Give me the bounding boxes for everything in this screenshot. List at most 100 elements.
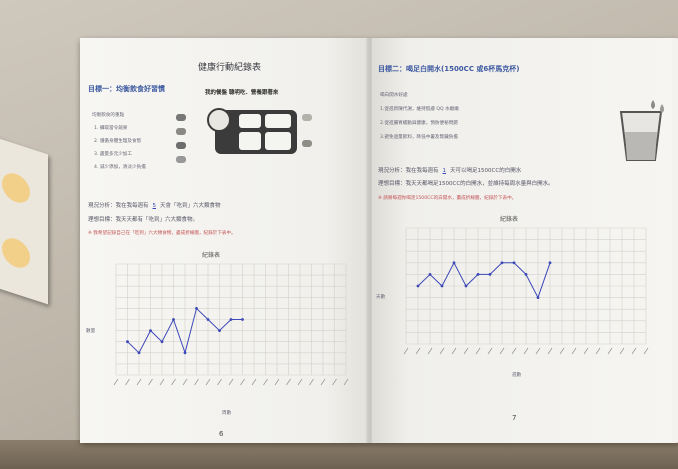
step-item: 1.促進新陳代謝，維持肌膚 QQ 水嫩嫩	[380, 107, 459, 112]
x-tick	[631, 347, 637, 355]
data-point	[464, 284, 468, 288]
x-axis-label: 週數	[512, 373, 522, 378]
goal-one-title: 目標一：均衡飲食好習慣	[88, 85, 165, 93]
x-tick	[643, 347, 649, 355]
instruction-text: ※ 我希望記錄自己在「吃到」六大類食物，盡成折線圖，紀錄於下表中。	[88, 231, 236, 236]
x-tick	[148, 378, 153, 386]
data-point	[183, 351, 187, 355]
current-status: 現況分析：我在我每週有 5 天會「吃到」六大類食物	[88, 203, 221, 209]
x-tick	[136, 378, 142, 386]
step-item: 4. 減少添加，清淡少負擔	[94, 165, 146, 170]
x-tick	[194, 378, 199, 386]
x-tick	[217, 378, 222, 386]
x-tick	[571, 347, 577, 355]
x-tick	[343, 378, 349, 386]
x-tick	[297, 378, 303, 386]
data-point	[500, 261, 504, 265]
data-point	[524, 273, 528, 276]
chart-title: 紀錄表	[500, 216, 519, 223]
open-booklet: 健康行動紀錄表 目標一：均衡飲食好習慣 我的餐盤 聰明吃．營養跟著來 均衡飲食的…	[80, 38, 678, 443]
left-page: 健康行動紀錄表 目標一：均衡飲食好習慣 我的餐盤 聰明吃．營養跟著來 均衡飲食的…	[80, 38, 368, 443]
x-tick	[559, 347, 565, 355]
x-tick	[439, 347, 445, 355]
bowl-icon	[207, 108, 231, 132]
x-axis-label: 周數	[222, 411, 232, 416]
left-line-chart	[113, 263, 349, 386]
data-point	[512, 261, 516, 265]
x-tick	[535, 347, 541, 355]
x-tick	[240, 378, 245, 386]
food-icon	[176, 142, 186, 149]
data-point	[452, 261, 456, 265]
x-tick	[511, 347, 517, 355]
food-icon	[176, 114, 186, 121]
step-item: 3. 盡量多元少加工	[94, 152, 133, 157]
data-point	[149, 329, 152, 332]
step-item: 3.避免過量飲料，降低中暑及腎臟負擔	[380, 135, 458, 140]
x-tick	[523, 347, 529, 355]
x-tick	[475, 347, 481, 355]
x-tick	[251, 378, 257, 386]
x-tick	[263, 378, 268, 386]
x-tick	[309, 378, 314, 386]
page-number: 7	[512, 414, 517, 422]
x-tick	[113, 378, 119, 386]
x-tick	[274, 378, 280, 386]
data-point	[536, 296, 540, 299]
data-point	[416, 284, 420, 288]
chart-title: 紀錄表	[202, 252, 221, 259]
water-glass-icon	[619, 100, 664, 161]
x-tick	[320, 378, 326, 386]
data-point	[218, 329, 221, 332]
y-axis-label: 天數	[376, 295, 386, 300]
x-tick	[228, 378, 234, 386]
step-item: 1. 攝取當令蔬果	[94, 126, 128, 131]
target-text: 理想目標：我天天都有「吃到」六大類食物。	[88, 217, 199, 223]
data-point	[160, 340, 164, 344]
booklet-spine	[366, 38, 374, 443]
food-icon	[302, 114, 312, 121]
food-icon	[176, 128, 186, 135]
x-tick	[205, 378, 211, 386]
x-tick	[547, 347, 553, 355]
x-tick	[171, 378, 176, 386]
data-point	[137, 351, 141, 355]
data-point	[440, 284, 444, 288]
steps-heading: 喝白開水好處	[380, 93, 408, 98]
target-text: 理想目標：我天天都喝足1500CC的白開水，並維持每周水量與白開水。	[378, 181, 554, 187]
x-tick	[332, 378, 337, 386]
data-point	[548, 261, 552, 265]
data-point	[206, 318, 210, 321]
x-tick	[427, 347, 433, 355]
page-number: 6	[219, 430, 224, 438]
food-icon	[302, 140, 312, 147]
data-point	[476, 273, 480, 276]
x-tick	[499, 347, 505, 355]
data-point	[241, 318, 244, 321]
steps-heading: 均衡飲食的重點	[92, 113, 125, 118]
data-point	[488, 273, 492, 276]
x-tick	[583, 347, 589, 355]
x-tick	[159, 378, 165, 386]
x-tick	[415, 347, 421, 355]
step-item: 2. 遵循身體生理及食慾	[94, 139, 142, 144]
data-point	[172, 318, 175, 321]
x-tick	[286, 378, 291, 386]
x-tick	[619, 347, 625, 355]
food-icon	[176, 156, 186, 163]
x-tick	[451, 347, 457, 355]
data-point	[229, 318, 233, 321]
side-booklet	[0, 135, 48, 305]
x-tick	[182, 378, 188, 386]
plate-title: 我的餐盤 聰明吃．營養跟著來	[205, 90, 279, 96]
data-point	[195, 307, 198, 310]
right-line-chart	[403, 227, 649, 355]
x-tick	[125, 378, 130, 386]
step-item: 2.促進腸胃蠕動與健康，預防便秘問題	[380, 121, 458, 126]
table-edge	[0, 440, 678, 469]
page-header: 健康行動紀錄表	[198, 63, 262, 73]
data-point	[126, 340, 129, 344]
data-point	[428, 273, 432, 276]
y-axis-label: 數量	[86, 329, 96, 334]
x-tick	[487, 347, 493, 355]
